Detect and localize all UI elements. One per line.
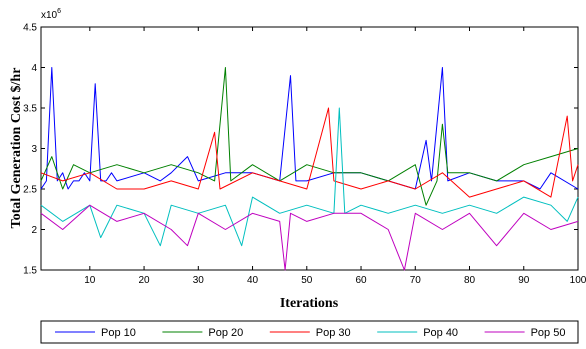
y-tick-label: 2 — [31, 225, 37, 236]
legend-label: Pop 50 — [531, 327, 566, 339]
series-line-pop-40 — [40, 107, 579, 247]
tick-labels: 10 20 30 40 50 60 70 80 90 100 1.5 2 2.5 3 3.5 4 4.5 — [23, 23, 586, 287]
y-multiplier-exponent: 6 — [57, 8, 61, 15]
x-axis-title: Iterations — [280, 296, 339, 311]
legend-label: Pop 10 — [101, 327, 136, 339]
y-multiplier: x106 — [41, 8, 61, 21]
x-tick-label: 80 — [464, 275, 476, 286]
series-line-pop-30 — [40, 107, 579, 198]
y-tick-label: 4 — [31, 63, 37, 74]
x-tick-label: 30 — [193, 275, 205, 286]
legend: Pop 10 Pop 20 Pop 30 Pop 40 Pop 50 — [55, 327, 565, 339]
x-tick-label: 20 — [138, 275, 150, 286]
series-line-pop-50 — [40, 204, 579, 271]
series-lines — [40, 67, 579, 271]
y-tick-label: 3.5 — [23, 104, 37, 115]
x-tick-label: 40 — [247, 275, 259, 286]
x-tick-label: 90 — [518, 275, 530, 286]
y-tick-label: 4.5 — [23, 23, 37, 34]
plot-area — [40, 26, 579, 271]
series-line-pop-20 — [40, 67, 579, 206]
x-tick-label: 50 — [301, 275, 313, 286]
y-tick-label: 3 — [31, 144, 37, 155]
legend-label: Pop 30 — [316, 327, 351, 339]
legend-label: Pop 20 — [208, 327, 243, 339]
x-tick-label: 60 — [355, 275, 367, 286]
series-line-pop-10 — [40, 67, 579, 190]
y-tick-label: 2.5 — [23, 185, 37, 196]
axis-ticks — [41, 26, 579, 271]
x-tick-label: 70 — [410, 275, 422, 286]
x-tick-label: 10 — [84, 275, 96, 286]
legend-label: Pop 40 — [423, 327, 458, 339]
x-tick-label: 100 — [570, 275, 586, 286]
y-tick-label: 1.5 — [23, 266, 37, 277]
y-axis-title: Total Generation Cost $/hr — [9, 68, 24, 229]
y-multiplier-base: x10 — [41, 10, 58, 21]
